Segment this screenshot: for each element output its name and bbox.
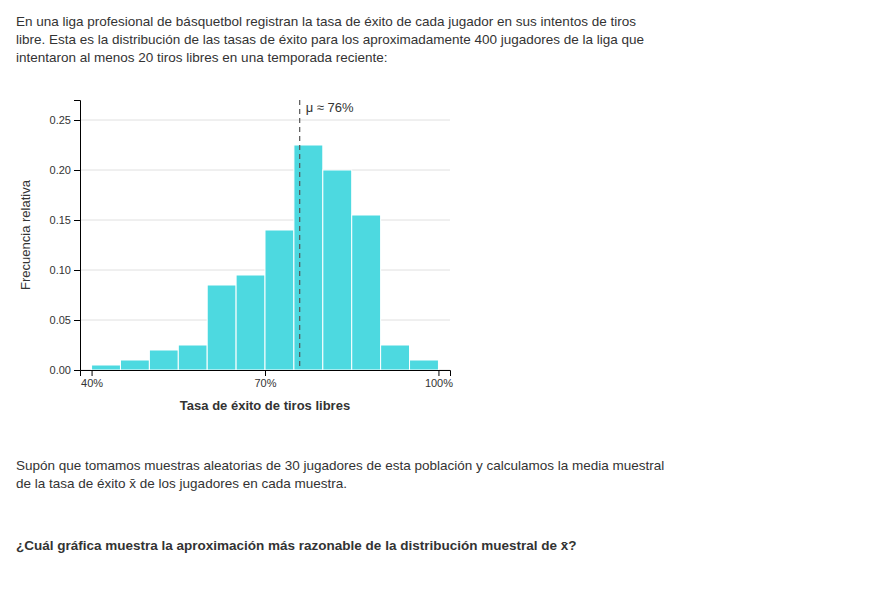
grid-line bbox=[80, 170, 450, 171]
tick-mark bbox=[74, 170, 80, 171]
tick: 70% bbox=[254, 370, 276, 389]
x-axis-title: Tasa de éxito de tiros libres bbox=[180, 398, 350, 413]
tick: 0.05 bbox=[50, 314, 80, 326]
tick-mark bbox=[74, 370, 80, 371]
bar bbox=[149, 350, 178, 370]
annotation: μ ≈ 76% bbox=[306, 100, 354, 115]
bar bbox=[178, 345, 207, 370]
y-axis-title: Frecuencia relativa bbox=[18, 179, 33, 290]
tick-mark bbox=[92, 370, 93, 376]
paragraph-line: libre. Esta es la distribución de las ta… bbox=[16, 32, 644, 47]
bar bbox=[323, 170, 352, 370]
bar bbox=[352, 215, 381, 370]
tick: 100% bbox=[425, 370, 453, 389]
tick: 0.25 bbox=[50, 114, 80, 126]
bar bbox=[294, 145, 323, 370]
y-axis: 0.00 0.05 0.10 0.15 0.20 0.25 bbox=[50, 101, 81, 377]
reference-line bbox=[299, 100, 300, 370]
tick-label: 40% bbox=[81, 377, 103, 389]
x-axis: 40% 70% 100% bbox=[81, 370, 454, 389]
tick: 40% bbox=[81, 370, 103, 389]
plot-area bbox=[92, 100, 439, 370]
tick-label: 0.20 bbox=[50, 164, 71, 176]
paragraph-line: Supón que tomamos muestras aleatorias de… bbox=[16, 458, 664, 473]
tick-label: 0.25 bbox=[50, 114, 71, 126]
paragraph-line: intentaron al menos 20 tiros libres en u… bbox=[16, 50, 387, 65]
bar bbox=[120, 360, 149, 370]
page: En una liga profesional de básquetbol re… bbox=[0, 0, 872, 601]
tick-label: 0.05 bbox=[50, 314, 71, 326]
bar bbox=[381, 345, 410, 370]
tick-label: 100% bbox=[425, 377, 453, 389]
bar bbox=[92, 365, 121, 370]
question: ¿Cuál gráfica muestra la aproximación má… bbox=[16, 538, 576, 553]
tick-mark bbox=[74, 320, 80, 321]
tick: 0.20 bbox=[50, 164, 80, 176]
paragraph-line: de la tasa de éxito x̄ de los jugadores … bbox=[16, 476, 347, 491]
tick-label: 0.00 bbox=[50, 364, 71, 376]
tick-mark bbox=[74, 120, 80, 121]
grid bbox=[80, 120, 450, 370]
paragraph-line: En una liga profesional de básquetbol re… bbox=[16, 14, 636, 29]
tick-mark bbox=[265, 370, 266, 376]
tick: 0.10 bbox=[50, 264, 80, 276]
tick-mark bbox=[74, 220, 80, 221]
axis-line bbox=[74, 101, 81, 371]
tick: 0.15 bbox=[50, 214, 80, 226]
tick-mark bbox=[438, 370, 439, 376]
tick-mark bbox=[74, 270, 80, 271]
tick-label: 70% bbox=[254, 377, 276, 389]
axis-line bbox=[81, 371, 451, 377]
bar bbox=[410, 360, 439, 370]
tick: 0.00 bbox=[50, 364, 80, 376]
bar bbox=[265, 230, 294, 370]
bar bbox=[236, 275, 265, 370]
grid-line bbox=[80, 120, 450, 121]
bar bbox=[207, 285, 236, 370]
grid-line bbox=[80, 220, 450, 221]
tick-label: 0.10 bbox=[50, 264, 71, 276]
tick-label: 0.15 bbox=[50, 214, 71, 226]
